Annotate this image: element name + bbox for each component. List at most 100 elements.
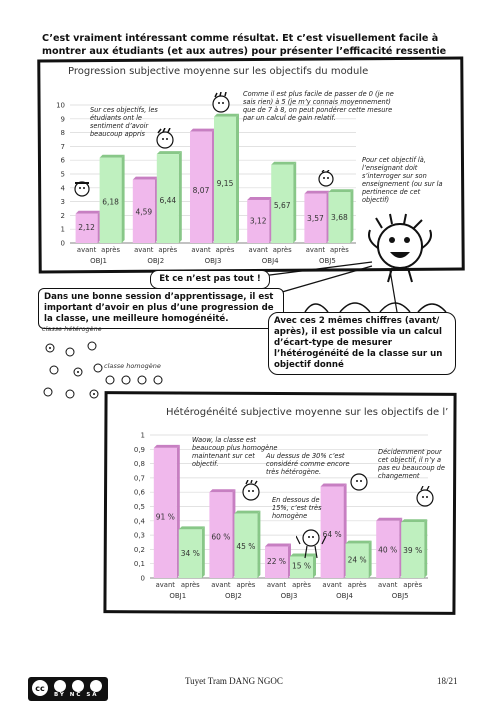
x-sublabel: après [216,246,235,254]
data-label: 3,57 [307,214,324,223]
stick-figure-icon [156,128,174,149]
bar-side [368,540,372,578]
x-category-label: OBJ1 [169,592,186,600]
chart2-note-below-15: En dessous de 15%, c’est très homogène [272,496,322,520]
teacher-character-icon [368,213,432,283]
bar-top [247,196,273,200]
y-tick-label: 10 [56,102,65,110]
bar-après-obj1 [178,529,202,578]
bar-après-obj3 [214,116,236,243]
x-sublabel: avant [267,581,287,589]
bar-top [209,489,236,493]
y-tick-label: 0,8 [134,460,145,468]
y-tick-label: 0 [61,240,65,248]
y-tick-label: 3 [61,198,65,206]
bar-side [236,113,239,243]
bar-top [376,517,403,521]
x-category-label: OBJ3 [205,257,222,265]
x-category-label: OBJ1 [90,257,107,265]
stick-figure-icon [416,486,434,507]
x-sublabel: après [181,581,200,589]
x-sublabel: avant [322,581,342,589]
chart1-title: Progression subjective moyenne sur les o… [68,66,369,77]
data-label: 6,18 [102,198,119,207]
data-label: 6,44 [159,196,176,205]
chart1-note-relative-gain: Comme il est plus facile de passer de 0 … [243,90,394,122]
bar-avant-obj2 [209,492,233,578]
x-sublabel: avant [378,581,398,589]
cloud-shapes [304,302,447,313]
x-sublabel: après [101,246,120,254]
x-sublabel: après [292,581,311,589]
bar-après-obj5 [401,522,425,578]
chart1-note-objective: Pour cet objectif là, l’enseignant doit … [362,156,443,204]
bar-top [320,483,347,487]
bar-après-obj4 [271,164,294,243]
bar-après-obj4 [345,543,369,578]
y-tick-label: 5 [61,171,65,179]
chart2-note-more-homogeneous: Waow, la classe est beaucoup plus homogè… [192,436,278,468]
bar-top [156,151,182,155]
bar-après-obj1 [99,157,122,243]
bar-avant-obj1 [75,213,98,243]
bar-avant-obj3 [265,546,288,578]
heterogeneous-class-sketch [43,341,103,399]
x-sublabel: avant [77,246,97,254]
data-label: 8,07 [193,186,210,195]
bar-top [271,161,297,165]
y-tick-label: 1 [141,432,145,440]
x-category-label: OBJ3 [281,592,298,600]
stick-figure-icon [242,480,260,501]
y-tick-label: 4 [61,184,66,192]
y-tick-label: 9 [61,115,65,123]
footer-author: Tuyet Tram DANG NGOC [185,676,283,686]
data-label: 4,59 [135,207,152,216]
data-label: 22 % [267,557,286,566]
data-label: 34 % [181,549,200,558]
bar-avant-obj1 [153,447,177,578]
x-category-label: OBJ4 [336,592,353,600]
license-text: BY NC SA [54,692,99,698]
bar-side [293,161,297,243]
bar-top [304,190,330,194]
bar-après-obj3 [290,556,313,578]
bar-side [350,189,354,243]
x-sublabel: avant [211,581,231,589]
y-tick-label: 0 [141,575,145,583]
speech-bubble-not-all: Et ce n’est pas tout ! [150,270,270,289]
bar-avant-obj3 [190,131,212,243]
y-tick-label: 0,4 [134,517,146,525]
x-category-label: OBJ2 [147,257,164,265]
bar-top [345,540,372,544]
y-tick-label: 0,3 [134,532,145,540]
x-sublabel: après [403,581,422,589]
bar-top [132,176,158,180]
x-category-label: OBJ5 [319,257,336,265]
y-tick-label: 0,1 [134,560,145,568]
bar-side [121,154,125,243]
bar-top [178,526,205,530]
bar-top [153,444,180,448]
bar-après-obj2 [156,154,179,243]
stick-figure-icon [74,181,90,197]
x-sublabel: avant [191,246,211,254]
y-tick-label: 0,9 [134,446,145,454]
data-label: 24 % [348,556,367,565]
bar-avant-obj2 [132,179,155,243]
bar-avant-obj5 [376,520,400,578]
label-homogeneous-class: classe homogène [104,362,161,370]
speech-bubble-std-dev: Avec ces 2 mêmes chiffres (avant/ après)… [268,312,456,375]
x-category-label: OBJ5 [392,592,409,600]
x-sublabel: après [273,246,292,254]
x-sublabel: avant [306,246,326,254]
bar-top [75,210,101,214]
data-label: 2,12 [78,223,95,232]
bar-après-obj5 [328,192,351,243]
data-label: 9,15 [217,179,234,188]
data-label: 64 % [323,530,342,539]
y-tick-label: 7 [61,143,65,151]
bar-top [328,189,354,193]
data-label: 3,68 [331,213,348,222]
bar-top [214,113,239,117]
bar-top [290,553,316,557]
